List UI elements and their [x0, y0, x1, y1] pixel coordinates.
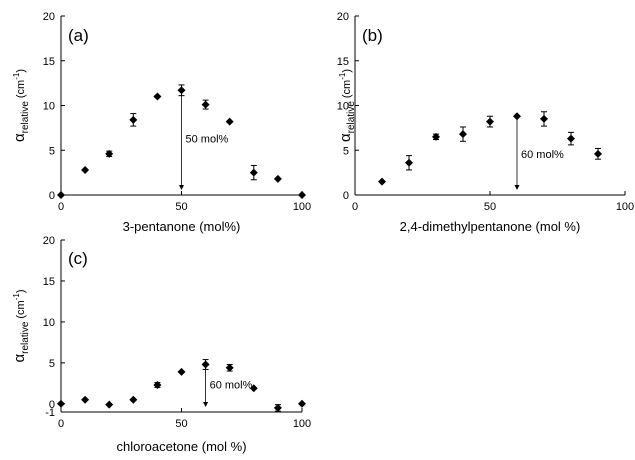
x-tick-label: 0 — [352, 201, 358, 213]
y-axis-label-symbol: α — [11, 354, 28, 363]
y-tick-label: 0 — [49, 399, 55, 411]
data-point — [298, 399, 306, 408]
y-axis-label-subscript: relative — [20, 101, 31, 134]
x-tick-label: 100 — [293, 418, 311, 430]
panel-label: (a) — [68, 26, 89, 45]
data-point — [57, 191, 65, 199]
y-axis-label-unit: (cm — [15, 300, 27, 318]
y-axis-label-symbol: α — [11, 133, 28, 142]
y-axis-label: αrelative (cm-1) — [11, 69, 31, 142]
x-tick-label: 100 — [293, 201, 311, 213]
y-tick-label: 20 — [43, 11, 55, 23]
data-point — [298, 191, 306, 199]
x-axis-label: 3-pentanone (mol%) — [123, 219, 241, 234]
data-point — [177, 367, 186, 376]
panel-label: (c) — [68, 249, 88, 268]
x-axis-label: 2,4-dimethylpentanone (mol %) — [400, 219, 581, 234]
y-tick-label: 0 — [343, 190, 349, 202]
data-point — [129, 395, 138, 404]
y-axis-label-close: ) — [341, 69, 353, 73]
annotation-arrowhead — [179, 185, 184, 190]
data-point — [81, 395, 90, 404]
data-point — [432, 132, 440, 141]
y-tick-label: -1 — [45, 407, 55, 419]
data-point — [153, 92, 162, 101]
data-point — [249, 384, 258, 393]
y-tick-label: 10 — [337, 101, 349, 113]
data-point — [540, 114, 548, 123]
y-tick-label: 10 — [43, 101, 55, 113]
y-axis-label-exponent: -1 — [12, 72, 21, 80]
y-axis-label-symbol: α — [337, 133, 354, 142]
y-tick-label: 15 — [43, 56, 55, 68]
x-axis-label: chloroacetone (mol %) — [116, 439, 246, 454]
y-axis-label-unit: (cm — [341, 80, 353, 98]
x-tick-label: 50 — [484, 201, 496, 213]
data-point — [201, 100, 210, 109]
data-point — [513, 112, 521, 121]
data-point — [273, 403, 282, 412]
y-axis-label-close: ) — [15, 69, 27, 73]
y-tick-label: 15 — [337, 56, 349, 68]
data-point — [486, 117, 494, 126]
data-point — [153, 380, 162, 389]
chart-panel-2: 0 5 10 15 20 0 50 100 2,4-dimethylpentanone (mol… — [337, 11, 634, 234]
y-tick-label: 5 — [343, 145, 349, 157]
y-axis-label-exponent: -1 — [338, 72, 347, 80]
annotation-label: 60 mol% — [210, 379, 253, 391]
y-axis-label: αrelative (cm-1) — [11, 289, 31, 362]
data-point — [129, 115, 138, 124]
data-point — [57, 399, 65, 408]
y-tick-label: 20 — [337, 11, 349, 23]
data-point — [81, 165, 90, 174]
annotation-arrowhead — [203, 402, 209, 407]
x-tick-label: 0 — [58, 201, 64, 213]
x-tick-label: 50 — [175, 201, 187, 213]
x-tick-label: 0 — [58, 418, 64, 430]
annotation-label: 60 mol% — [521, 149, 564, 161]
y-axis-label-close: ) — [15, 289, 27, 293]
data-point — [225, 117, 234, 126]
annotation-label: 50 mol% — [186, 133, 229, 145]
data-point — [459, 130, 467, 139]
data-point — [594, 149, 602, 158]
x-tick-label: 50 — [175, 418, 187, 430]
data-point — [405, 158, 413, 167]
y-tick-label: 15 — [43, 276, 55, 288]
y-axis-label-subscript: relative — [20, 321, 31, 354]
data-point — [105, 149, 114, 158]
panel-label: (b) — [362, 26, 383, 45]
y-tick-label: 10 — [43, 317, 55, 329]
y-tick-label: 5 — [49, 358, 55, 370]
y-tick-label: 20 — [43, 235, 55, 247]
y-axis-label: αrelative (cm-1) — [337, 69, 357, 142]
y-axis-label-exponent: -1 — [12, 293, 21, 301]
data-point — [567, 134, 575, 143]
y-tick-label: 5 — [49, 145, 55, 157]
y-tick-label: 0 — [49, 190, 55, 202]
annotation-arrowhead — [514, 185, 520, 190]
data-point — [378, 177, 386, 186]
data-point — [273, 174, 282, 183]
data-point — [249, 168, 258, 177]
data-point — [105, 400, 114, 409]
x-tick-label: 100 — [616, 201, 634, 213]
chart-panel-1: 0 5 10 15 20 0 50 100 3-pentanone (mol%) αrelativ… — [11, 11, 311, 234]
y-axis-label-unit: (cm — [15, 80, 27, 98]
data-point — [225, 363, 234, 372]
y-axis-label-subscript: relative — [346, 101, 357, 134]
